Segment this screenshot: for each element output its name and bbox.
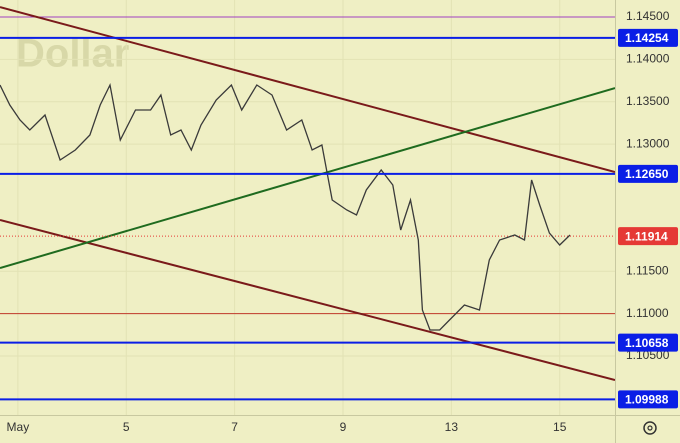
- level-label: 1.12650: [625, 167, 669, 181]
- y-tick-label: 1.13000: [626, 136, 670, 150]
- x-tick-label: May: [7, 420, 30, 434]
- y-tick-label: 1.11500: [626, 263, 669, 277]
- trend-line: [0, 219, 615, 381]
- level-box: [618, 390, 678, 409]
- watermark: Dollar: [16, 32, 129, 76]
- x-tick-label: 7: [231, 420, 238, 434]
- level-box: [618, 164, 678, 183]
- last-price-box: [618, 227, 678, 246]
- x-tick-label: 5: [123, 420, 130, 434]
- x-tick-label: 13: [445, 420, 459, 434]
- y-tick-label: 1.14500: [626, 9, 670, 23]
- trend-line: [0, 87, 615, 270]
- x-tick-label: 15: [553, 420, 567, 434]
- settings-icon[interactable]: [643, 421, 657, 435]
- y-tick-label: 1.11000: [626, 306, 669, 320]
- level-label: 1.14254: [625, 31, 669, 45]
- plot-area: [0, 0, 615, 415]
- level-box: [618, 28, 678, 47]
- price-line: [0, 82, 571, 331]
- x-tick-label: 9: [340, 420, 347, 434]
- y-tick-label: 1.14000: [626, 52, 670, 66]
- level-label: 1.09988: [625, 393, 669, 407]
- level-label: 1.10658: [625, 336, 669, 350]
- trend-line: [0, 6, 615, 173]
- y-tick-label: 1.10500: [626, 348, 670, 362]
- level-box: [618, 333, 678, 352]
- last-price-label: 1.11914: [625, 229, 668, 243]
- y-tick-label: 1.13500: [626, 94, 670, 108]
